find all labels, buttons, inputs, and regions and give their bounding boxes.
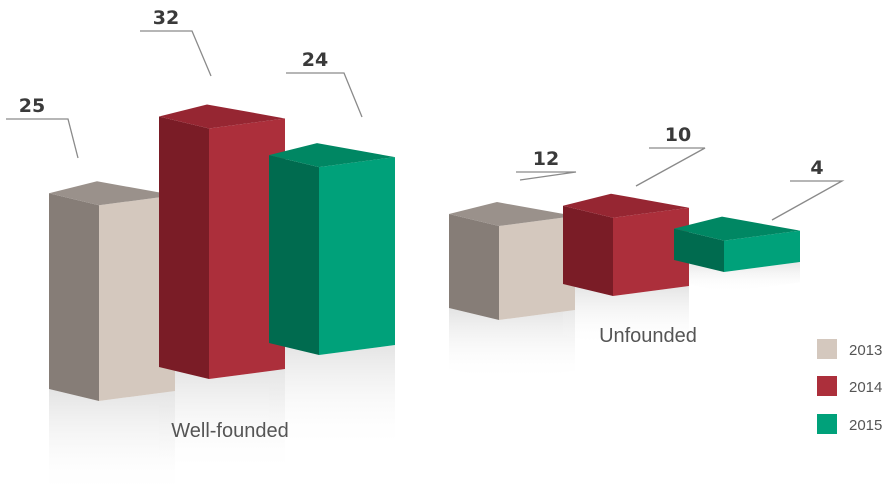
- legend-label-2013: 2013: [849, 342, 882, 359]
- bar-top-well-founded-2015: [269, 143, 395, 168]
- bar-unfounded-2013: [449, 202, 575, 320]
- legend-item-2013: 2013: [817, 339, 882, 359]
- bar-unfounded-2014: [563, 193, 689, 296]
- bar-side-well-founded-2015: [269, 155, 319, 355]
- category-label-well-founded: Well-founded: [171, 420, 288, 442]
- bar-front-unfounded-2013: [499, 216, 575, 320]
- bar-reflection-well-founded-2013: [49, 389, 175, 491]
- bar-reflection-well-founded-2015: [269, 343, 395, 450]
- bar-top-unfounded-2013: [449, 202, 575, 227]
- bar-reflection-unfounded-2013: [449, 308, 575, 382]
- leader-line-well-founded-2015: [286, 72, 363, 118]
- bar-side-unfounded-2015: [674, 228, 724, 272]
- category-label-unfounded: Unfounded: [599, 325, 697, 347]
- legend-item-2015: 2015: [817, 414, 882, 434]
- legend-swatch-2015: [817, 414, 837, 434]
- value-leader-lines: [6, 30, 845, 221]
- bar-reflection-unfounded-2014: [563, 284, 689, 347]
- bar-front-well-founded-2015: [319, 157, 395, 355]
- bar-unfounded-2015: [674, 216, 800, 272]
- bars: [49, 104, 800, 401]
- bar-side-well-founded-2014: [159, 116, 209, 379]
- bar-reflections: [49, 260, 800, 491]
- bar-front-well-founded-2013: [99, 195, 175, 401]
- bar-top-unfounded-2014: [563, 193, 689, 218]
- value-label-well-founded-2013: 25: [19, 95, 45, 117]
- bar-front-unfounded-2014: [613, 207, 689, 296]
- legend-swatch-2013: [817, 339, 837, 359]
- leader-line-unfounded-2014: [635, 147, 706, 187]
- legend-label-2015: 2015: [849, 417, 882, 434]
- bar-top-well-founded-2014: [159, 104, 285, 129]
- legend-label-2014: 2014: [849, 379, 882, 396]
- legend-item-2014: 2014: [817, 376, 882, 396]
- leader-line-well-founded-2014: [140, 30, 212, 77]
- bar-side-unfounded-2013: [449, 214, 499, 320]
- bar-reflection-unfounded-2015: [674, 260, 800, 293]
- bar-top-unfounded-2015: [674, 216, 800, 241]
- bar-reflection-well-founded-2014: [159, 367, 285, 474]
- bar-well-founded-2014: [159, 104, 285, 379]
- value-label-unfounded-2014: 10: [665, 124, 691, 146]
- value-labels: 25 32 24 12 10 4: [19, 7, 824, 179]
- bar-well-founded-2013: [49, 181, 175, 401]
- value-label-well-founded-2014: 32: [153, 7, 179, 29]
- bar-front-well-founded-2014: [209, 118, 285, 379]
- value-label-well-founded-2015: 24: [302, 49, 328, 71]
- value-label-unfounded-2015: 4: [810, 157, 823, 179]
- bar-side-well-founded-2013: [49, 193, 99, 401]
- legend: 2013 2014 2015: [817, 339, 882, 434]
- leader-line-unfounded-2013: [516, 171, 577, 181]
- value-label-unfounded-2013: 12: [533, 148, 559, 170]
- bar-front-unfounded-2015: [724, 230, 800, 272]
- bar-top-well-founded-2013: [49, 181, 175, 206]
- leader-line-unfounded-2015: [771, 180, 845, 221]
- bar-side-unfounded-2014: [563, 205, 613, 296]
- bar-well-founded-2015: [269, 143, 395, 355]
- legend-swatch-2014: [817, 376, 837, 396]
- leader-line-well-founded-2013: [6, 118, 79, 159]
